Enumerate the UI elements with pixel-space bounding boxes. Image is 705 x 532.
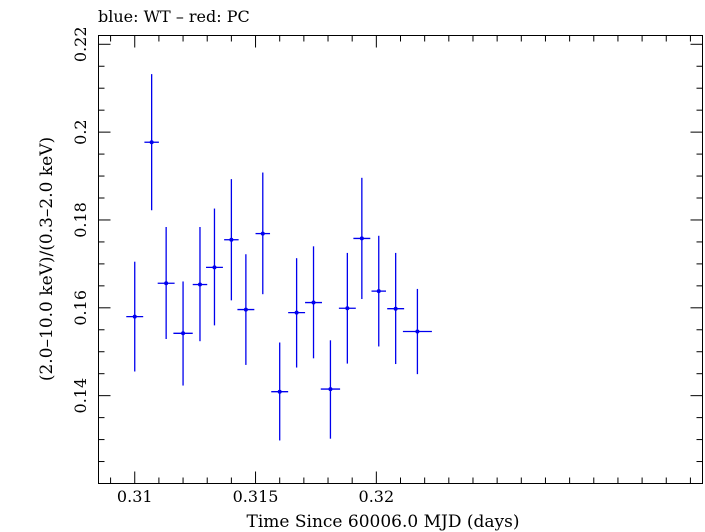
data-point bbox=[255, 172, 271, 295]
y-tick-label: 0.22 bbox=[71, 26, 90, 62]
data-point bbox=[338, 252, 356, 364]
y-tick-label: 0.2 bbox=[71, 119, 90, 144]
y-tick-label: 0.14 bbox=[71, 378, 90, 414]
point-marker bbox=[212, 265, 217, 270]
y-tick-label: 0.16 bbox=[71, 290, 90, 326]
point-marker bbox=[393, 306, 398, 311]
point-marker bbox=[181, 331, 186, 336]
point-marker bbox=[376, 289, 381, 294]
data-point bbox=[237, 254, 255, 365]
data-point bbox=[288, 258, 306, 368]
data-point bbox=[371, 235, 387, 347]
x-tick-label: 0.31 bbox=[117, 487, 153, 506]
point-marker bbox=[243, 307, 248, 312]
x-tick-label: 0.315 bbox=[233, 487, 279, 506]
data-point bbox=[157, 226, 175, 339]
point-marker bbox=[229, 237, 234, 242]
point-marker bbox=[132, 314, 137, 319]
point-marker bbox=[311, 300, 316, 305]
point-marker bbox=[415, 329, 420, 334]
point-marker bbox=[164, 281, 169, 286]
y-axis-ticks bbox=[98, 43, 703, 484]
y-tick-label: 0.18 bbox=[71, 202, 90, 238]
y-axis-tick-labels: 0.14 0.16 0.18 0.2 0.22 bbox=[71, 26, 90, 413]
data-point bbox=[320, 340, 341, 439]
data-point bbox=[126, 261, 144, 372]
point-marker bbox=[328, 387, 333, 392]
x-tick-label: 0.32 bbox=[359, 487, 395, 506]
data-point bbox=[387, 252, 405, 365]
point-marker bbox=[359, 236, 364, 241]
data-point bbox=[271, 342, 289, 441]
data-point bbox=[353, 177, 371, 300]
data-point bbox=[224, 179, 239, 301]
data-point bbox=[144, 74, 159, 211]
point-marker bbox=[277, 389, 282, 394]
chart-title: blue: WT – red: PC bbox=[98, 7, 250, 26]
x-axis-label: Time Since 60006.0 MJD (days) bbox=[247, 512, 520, 532]
point-marker bbox=[149, 140, 154, 145]
point-marker bbox=[294, 310, 299, 315]
point-marker bbox=[345, 306, 350, 311]
data-point bbox=[305, 246, 322, 359]
x-axis-ticks bbox=[110, 35, 691, 484]
x-axis-tick-labels: 0.31 0.315 0.32 bbox=[117, 487, 394, 506]
point-marker bbox=[197, 282, 202, 287]
data-point bbox=[192, 226, 208, 342]
data-point bbox=[402, 288, 432, 375]
data-point bbox=[206, 208, 223, 326]
data-series bbox=[126, 74, 432, 441]
point-marker bbox=[260, 231, 265, 236]
y-axis-label: (2.0–10.0 keV)/(0.3–2.0 keV) bbox=[37, 137, 57, 381]
plot-frame bbox=[98, 35, 703, 484]
data-point bbox=[173, 281, 193, 386]
